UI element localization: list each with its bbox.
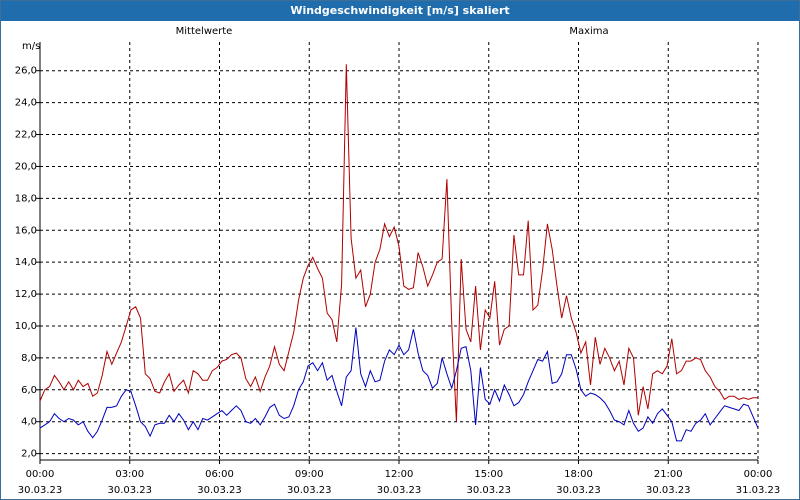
x-tick-time: 21:00 [654,469,683,480]
y-tick-label: 2,0 [21,449,37,460]
x-tick-date: 30.03.23 [287,485,332,496]
y-tick-label: 24,0 [15,98,37,109]
x-tick-date: 30.03.23 [466,485,511,496]
y-tick-label: 12,0 [15,289,37,300]
x-tick-time: 06:00 [205,469,234,480]
y-tick-label: 14,0 [15,257,37,268]
x-tick-time: 18:00 [564,469,593,480]
y-tick-label: 26,0 [15,66,37,77]
x-tick-date: 30.03.23 [377,485,422,496]
x-tick-time: 00:00 [26,469,55,480]
legend-mittelwerte: Mittelwerte [176,26,233,37]
y-axis-unit-label: m/s [22,41,40,52]
x-tick-date: 30.03.23 [107,485,152,496]
x-tick-date: 30.03.23 [197,485,242,496]
legend-maxima: Maxima [569,26,608,37]
x-tick-time: 15:00 [474,469,503,480]
y-tick-label: 18,0 [15,193,37,204]
y-tick-label: 20,0 [15,161,37,172]
x-tick-date: 31.03.23 [736,485,781,496]
x-tick-time: 03:00 [115,469,144,480]
y-tick-label: 8,0 [21,353,37,364]
window-title: Windgeschwindigkeit [m/s] skaliert [1,1,799,21]
x-tick-time: 00:00 [744,469,773,480]
y-tick-label: 10,0 [15,321,37,332]
x-tick-date: 30.03.23 [646,485,691,496]
y-tick-label: 22,0 [15,130,37,141]
series-line-maxima [39,64,758,422]
y-tick-label: 6,0 [21,385,37,396]
x-tick-date: 30.03.23 [18,485,63,496]
series-line-mittelwerte [39,327,759,442]
x-tick-time: 09:00 [295,469,324,480]
y-tick-label: 4,0 [21,417,37,428]
x-tick-date: 30.03.23 [556,485,601,496]
x-tick-time: 12:00 [385,469,414,480]
y-tick-label: 16,0 [15,225,37,236]
